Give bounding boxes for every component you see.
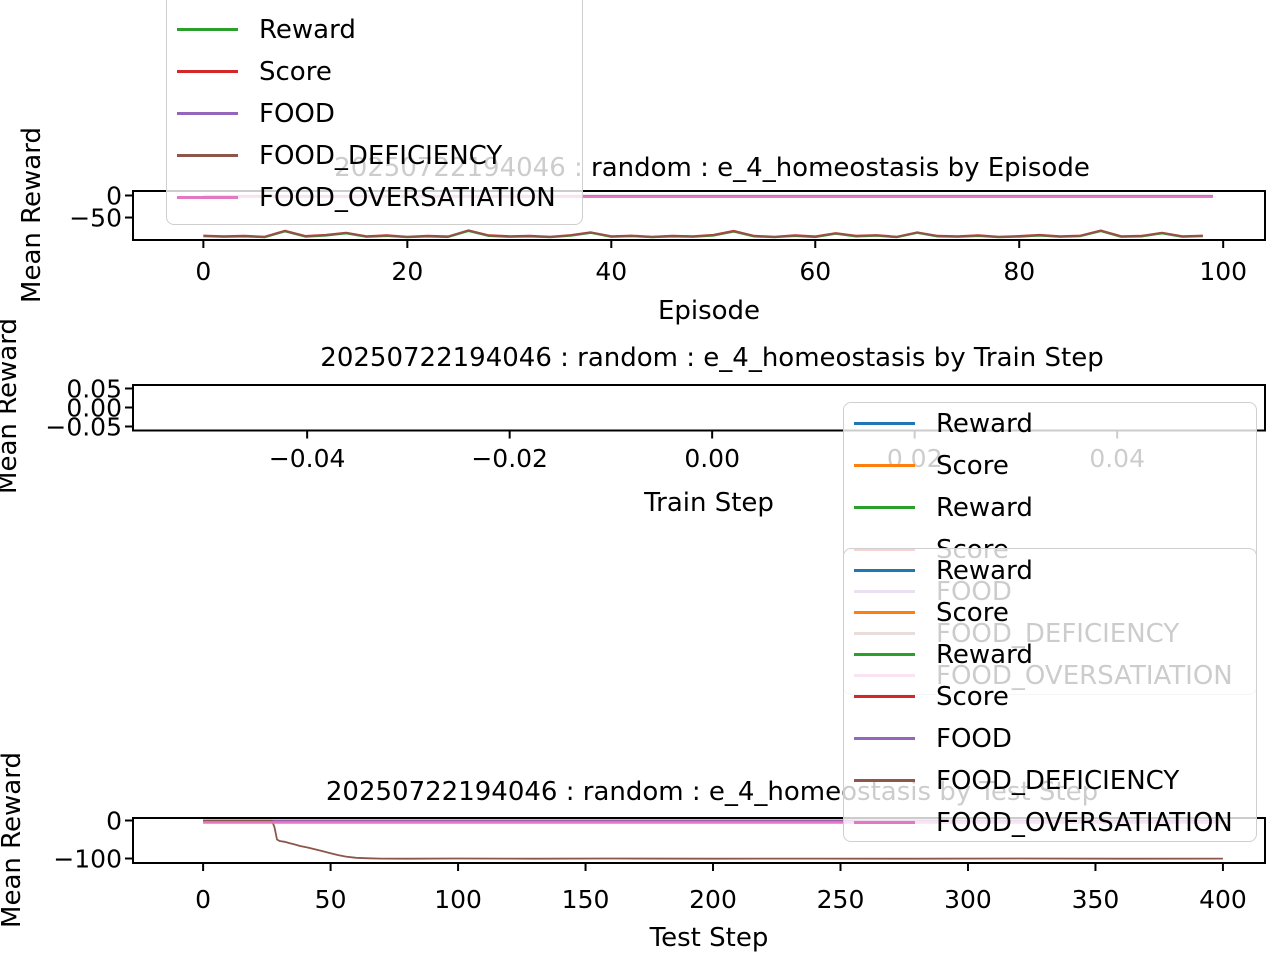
axes-frame [132,190,1266,241]
legend-entry: FOOD_OVERSATIATION [167,177,582,219]
legend-line-swatch-brown [854,779,915,782]
legend-line-swatch-red [854,695,915,698]
legend-label: Reward [936,640,1033,670]
legend-entry: Reward [844,487,1256,529]
axes-frame [132,384,1266,432]
legend-line-swatch-red [177,70,238,73]
y-tick-label: 0 [106,181,122,210]
y-axis-label: Mean Reward [17,127,47,303]
legend-line-swatch-brown [177,154,238,157]
legend-label: Reward [936,556,1033,586]
legend-line-swatch-blue [854,569,915,572]
x-axis-label: Episode [658,296,760,326]
x-axis-label: Test Step [649,923,769,953]
x-tick-label: 300 [944,885,992,914]
x-tick-label: 350 [1072,885,1120,914]
y-tick-label: 0 [106,807,122,836]
legend-entry: FOOD [167,93,582,135]
legend-line-swatch-orange [854,611,915,614]
x-tick-label: 250 [817,885,865,914]
legend-entry: Score [167,51,582,93]
legend-line-swatch-blue [854,422,915,425]
y-tick-label: −0.05 [45,413,122,442]
legend-label: Score [259,57,332,87]
legend-line-swatch-purple [854,737,915,740]
legend-label: FOOD_DEFICIENCY [259,141,503,171]
y-tick-label: 0.05 [66,374,122,403]
legend-line-swatch-orange [854,464,915,467]
x-tick-label: 40 [595,257,627,286]
legend-label: FOOD_OVERSATIATION [259,183,556,213]
train-step-plot: 20250722194046 : random : e_4_homeostasi… [0,318,1266,518]
y-tick-label: 0.00 [66,394,122,423]
plot-title: 20250722194046 : random : e_4_homeostasi… [320,343,1103,373]
x-tick-label: 0 [195,257,211,286]
legend-entry: FOOD_OVERSATIATION [844,802,1256,844]
legend-label: Score [936,451,1009,481]
y-axis-label: Mean Reward [0,318,23,494]
series-line-food_deficiency [203,229,1203,238]
x-tick-label: 0 [195,885,211,914]
legend-line-swatch-green [854,653,915,656]
legend-label: Reward [259,15,356,45]
legend-entry: Reward [167,9,582,51]
legend-entry: FOOD_DEFICIENCY [167,135,582,177]
y-tick-label: −50 [69,204,122,233]
legend-entry: FOOD [844,718,1256,760]
legend-label: FOOD_DEFICIENCY [936,766,1180,796]
x-tick-label: −0.04 [269,444,346,473]
axes-frame [132,817,1266,864]
y-axis-label: Mean Reward [0,752,27,928]
legend-test_step: Reward Score Reward Score FOOD FOOD_DEFICIENC… [843,548,1257,842]
legend-entry: Reward [844,403,1256,445]
legend-line-swatch-green [177,28,238,31]
legend-line-swatch-pink [854,821,915,824]
legend-entry: Reward [844,634,1256,676]
series-line-food_deficiency [203,819,1223,860]
legend-entry: Score [844,592,1256,634]
x-tick-label: 0.00 [684,444,740,473]
x-tick-label: 400 [1199,885,1247,914]
legend-label: Score [936,598,1009,628]
legend-label: Reward [936,493,1033,523]
legend-line-swatch-purple [177,112,238,115]
legend-entry: Score [844,445,1256,487]
legend-entry: Reward [844,550,1256,592]
legend-label: FOOD [259,99,335,129]
legend-label: Score [936,682,1009,712]
legend-entry: FOOD_DEFICIENCY [844,760,1256,802]
x-tick-label: 100 [1199,257,1247,286]
legend-line-swatch-green [854,506,915,509]
legend-label: Reward [936,409,1033,439]
legend-entry: Score [844,676,1256,718]
x-tick-label: 20 [391,257,423,286]
x-tick-label: 200 [689,885,737,914]
legend-label: FOOD_OVERSATIATION [936,808,1233,838]
x-tick-label: 150 [562,885,610,914]
legend-line-swatch-pink [177,196,238,199]
x-tick-label: 50 [315,885,347,914]
y-tick-label: −100 [53,845,122,874]
x-tick-label: 100 [434,885,482,914]
x-tick-label: −0.02 [471,444,548,473]
legend-label: FOOD [936,724,1012,754]
x-axis-label: Train Step [643,488,774,518]
legend-episode: Reward Score FOOD FOOD_DEFICIENCY FOOD_OVERS… [166,0,583,225]
x-tick-label: 60 [799,257,831,286]
series-group [203,194,1213,239]
x-tick-label: 80 [1003,257,1035,286]
episode-plot: 20250722194046 : random : e_4_homeostasi… [17,127,1266,326]
